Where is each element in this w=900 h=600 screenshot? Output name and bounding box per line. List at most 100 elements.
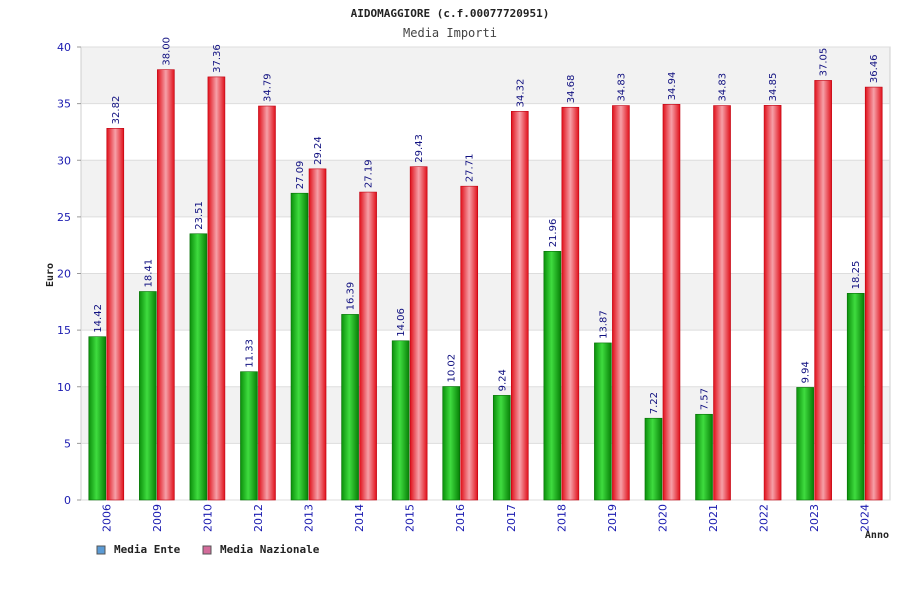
bar-media-nazionale-2022 <box>763 105 782 501</box>
bar-media-ente-2006 <box>88 336 107 501</box>
y-axis-label: Euro <box>45 263 56 287</box>
legend-swatch-media-ente <box>96 545 106 555</box>
value-label-media-ente-2020: 7.22 <box>649 392 660 414</box>
x-tick-label-2021: 2021 <box>707 504 720 532</box>
x-axis-label: Anno <box>865 530 889 541</box>
value-label-media-ente-2016: 10.02 <box>447 354 458 383</box>
value-label-media-nazionale-2019: 34.83 <box>616 73 627 102</box>
value-label-media-nazionale-2022: 34.85 <box>768 73 779 102</box>
x-tick-label-2012: 2012 <box>252 504 265 532</box>
chart-subtitle: Media Importi <box>403 26 497 40</box>
y-tick-label: 30 <box>57 154 71 167</box>
value-label-media-nazionale-2023: 37.05 <box>819 48 830 77</box>
value-label-media-ente-2014: 16.39 <box>346 282 357 311</box>
bar-media-nazionale-2023 <box>814 80 832 501</box>
value-label-media-nazionale-2015: 29.43 <box>414 134 425 163</box>
x-tick-label-2014: 2014 <box>353 504 366 532</box>
y-tick-label: 25 <box>57 211 71 224</box>
x-tick-label-2013: 2013 <box>303 504 316 532</box>
value-label-media-ente-2021: 7.57 <box>700 388 711 410</box>
value-label-media-ente-2024: 18.25 <box>851 261 862 290</box>
bar-media-nazionale-2017 <box>510 111 529 501</box>
value-label-media-nazionale-2016: 27.71 <box>465 154 476 183</box>
value-label-media-nazionale-2021: 34.83 <box>718 73 729 102</box>
bar-media-ente-2021 <box>695 413 713 501</box>
value-label-media-ente-2009: 18.41 <box>143 259 154 288</box>
value-label-media-nazionale-2018: 34.68 <box>566 75 577 104</box>
value-label-media-ente-2006: 14.42 <box>93 304 104 333</box>
bar-media-ente-2016 <box>442 386 461 501</box>
y-tick-label: 40 <box>57 41 71 54</box>
bar-media-ente-2010 <box>189 233 208 501</box>
x-tick-label-2016: 2016 <box>454 504 467 532</box>
value-label-media-ente-2018: 21.96 <box>548 219 559 248</box>
bar-media-nazionale-2012 <box>258 105 276 501</box>
x-tick-label-2019: 2019 <box>606 504 619 532</box>
bar-media-nazionale-2010 <box>207 76 226 501</box>
bar-media-ente-2020 <box>644 417 663 501</box>
value-label-media-ente-2015: 14.06 <box>396 308 407 337</box>
value-label-media-nazionale-2020: 34.94 <box>667 72 678 101</box>
x-tick-label-2010: 2010 <box>201 504 214 532</box>
bar-media-ente-2009 <box>139 291 157 501</box>
y-tick-label: 35 <box>57 98 71 111</box>
x-tick-label-2022: 2022 <box>758 504 771 532</box>
bar-media-nazionale-2015 <box>409 166 428 501</box>
bar-media-nazionale-2020 <box>662 104 681 501</box>
x-tick-label-2023: 2023 <box>808 504 821 532</box>
value-label-media-ente-2012: 11.33 <box>244 339 255 368</box>
bar-media-nazionale-2021 <box>713 105 731 501</box>
value-label-media-nazionale-2009: 38.00 <box>161 37 172 66</box>
bar-media-ente-2023 <box>796 387 814 501</box>
bar-media-nazionale-2019 <box>612 105 630 501</box>
y-tick-label: 15 <box>57 324 71 337</box>
y-axis-ticks: 0 5 10 15 20 25 30 35 40 <box>57 41 81 507</box>
bar-media-ente-2018 <box>543 251 562 501</box>
x-tick-label-2017: 2017 <box>505 504 518 532</box>
value-label-media-nazionale-2014: 27.19 <box>364 159 375 188</box>
value-label-media-ente-2017: 9.24 <box>497 369 508 391</box>
x-axis-ticks: 2006 2009 2010 2012 2013 2014 2015 2016 2017 2018… <box>100 504 871 532</box>
bars <box>88 69 883 501</box>
value-label-media-nazionale-2024: 36.46 <box>869 54 880 83</box>
bar-media-ente-2013 <box>290 192 309 501</box>
x-tick-label-2015: 2015 <box>404 504 417 532</box>
bar-media-ente-2019 <box>594 342 612 501</box>
y-tick-label: 0 <box>64 494 71 507</box>
legend-swatch-media-nazionale <box>202 545 212 555</box>
bar-media-ente-2015 <box>391 340 410 501</box>
x-tick-label-2018: 2018 <box>555 504 568 532</box>
x-tick-label-2024: 2024 <box>859 504 872 532</box>
bar-media-nazionale-2024 <box>864 86 883 501</box>
y-tick-label: 5 <box>64 437 71 450</box>
bar-media-nazionale-2009 <box>157 69 175 501</box>
legend-label-media-ente: Media Ente <box>114 543 181 556</box>
x-tick-label-2009: 2009 <box>151 504 164 532</box>
value-label-media-ente-2019: 13.87 <box>598 310 609 339</box>
value-label-media-ente-2010: 23.51 <box>194 201 205 230</box>
value-labels: 14.42 32.82 18.41 38.00 23.51 37.36 11.33 34.79… <box>93 37 880 414</box>
x-tick-label-2006: 2006 <box>100 504 113 532</box>
bar-media-nazionale-2013 <box>308 168 327 501</box>
x-tick-label-2020: 2020 <box>656 504 669 532</box>
bar-media-ente-2024 <box>846 293 865 501</box>
y-tick-label: 10 <box>57 381 71 394</box>
bar-media-nazionale-2018 <box>561 106 580 501</box>
bar-media-ente-2017 <box>492 395 511 501</box>
bar-media-ente-2014 <box>341 314 359 501</box>
legend-label-media-nazionale: Media Nazionale <box>220 543 320 556</box>
value-label-media-nazionale-2012: 34.79 <box>262 73 273 102</box>
bar-media-nazionale-2016 <box>460 185 479 501</box>
y-tick-label: 20 <box>57 268 71 281</box>
bar-media-ente-2012 <box>240 371 258 501</box>
value-label-media-nazionale-2010: 37.36 <box>212 44 223 73</box>
bar-media-nazionale-2014 <box>359 191 377 501</box>
value-label-media-nazionale-2013: 29.24 <box>313 136 324 165</box>
value-label-media-ente-2013: 27.09 <box>295 161 306 190</box>
bar-media-nazionale-2006 <box>106 128 125 501</box>
value-label-media-nazionale-2006: 32.82 <box>111 96 122 125</box>
legend: Media Ente Media Nazionale <box>96 543 320 556</box>
value-label-media-ente-2023: 9.94 <box>801 361 812 383</box>
chart-title: AIDOMAGGIORE (c.f.00077720951) <box>351 7 550 20</box>
